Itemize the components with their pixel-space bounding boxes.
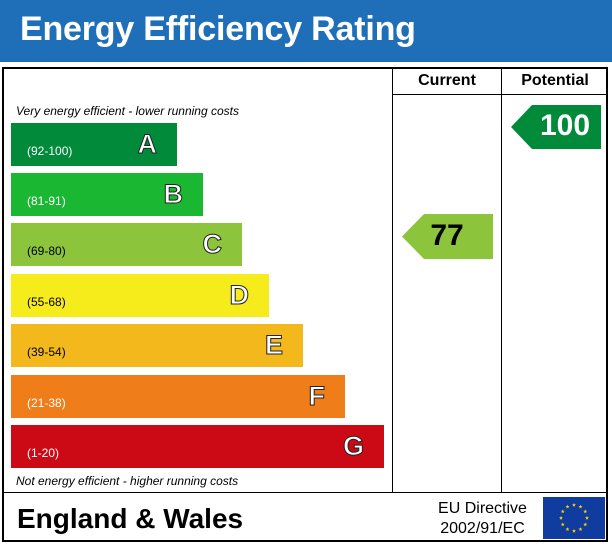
band-c: (69-80) C: [11, 223, 242, 266]
footer-divider: [2, 492, 608, 493]
band-g: (1-20) G: [11, 425, 384, 468]
band-letter: B: [163, 179, 183, 210]
eu-star: [583, 509, 588, 514]
divider-potential: [501, 67, 502, 492]
page-title: Energy Efficiency Rating: [20, 10, 416, 48]
band-e: (39-54) E: [11, 324, 303, 367]
header-bar: Energy Efficiency Rating: [0, 0, 612, 62]
current-rating-arrow: [402, 214, 493, 259]
potential-rating-arrow: [511, 105, 601, 149]
current-rating-value: 77: [430, 219, 464, 252]
eu-star: [560, 509, 565, 514]
band-range: (39-54): [27, 345, 66, 359]
band-b: (81-91) B: [11, 173, 203, 216]
eu-star: [578, 527, 583, 531]
directive-line-1: EU Directive: [438, 500, 527, 517]
band-range: (92-100): [27, 144, 73, 158]
band-letter: D: [229, 280, 249, 311]
region-label: England & Wales: [17, 503, 244, 534]
rating-frame: [2, 67, 608, 542]
eu-star: [585, 515, 589, 520]
band-letter: C: [202, 229, 222, 260]
eu-star: [572, 528, 576, 533]
inefficient-note: Not energy efficient - higher running co…: [16, 474, 239, 488]
eu-flag-icon: [543, 497, 605, 539]
efficient-note: Very energy efficient - lower running co…: [16, 104, 239, 118]
band-range: (55-68): [27, 295, 66, 309]
band-letter: G: [342, 431, 364, 462]
band-letter: A: [137, 129, 157, 160]
column-header-underline: [392, 94, 608, 95]
column-header-current: Current: [418, 72, 476, 89]
band-d: (55-68) D: [11, 274, 269, 317]
band-range: (21-38): [27, 396, 66, 410]
eu-star: [583, 522, 588, 527]
divider-current: [392, 67, 393, 492]
potential-rating-value: 100: [539, 109, 591, 142]
column-header-potential: Potential: [521, 72, 589, 89]
band-range: (69-80): [27, 244, 66, 258]
band-range: (81-91): [27, 194, 66, 208]
band-letter: F: [308, 381, 325, 412]
eu-star: [565, 504, 570, 509]
band-a: (92-100) A: [11, 123, 177, 166]
band-range: (1-20): [27, 446, 60, 460]
eu-star: [565, 527, 570, 531]
eu-star: [559, 515, 563, 520]
eu-star: [578, 504, 583, 509]
band-letter: E: [264, 330, 283, 361]
band-f: (21-38) F: [11, 375, 345, 418]
eu-star: [560, 522, 565, 527]
eu-star: [572, 502, 576, 507]
directive-line-2: 2002/91/EC: [440, 520, 525, 537]
